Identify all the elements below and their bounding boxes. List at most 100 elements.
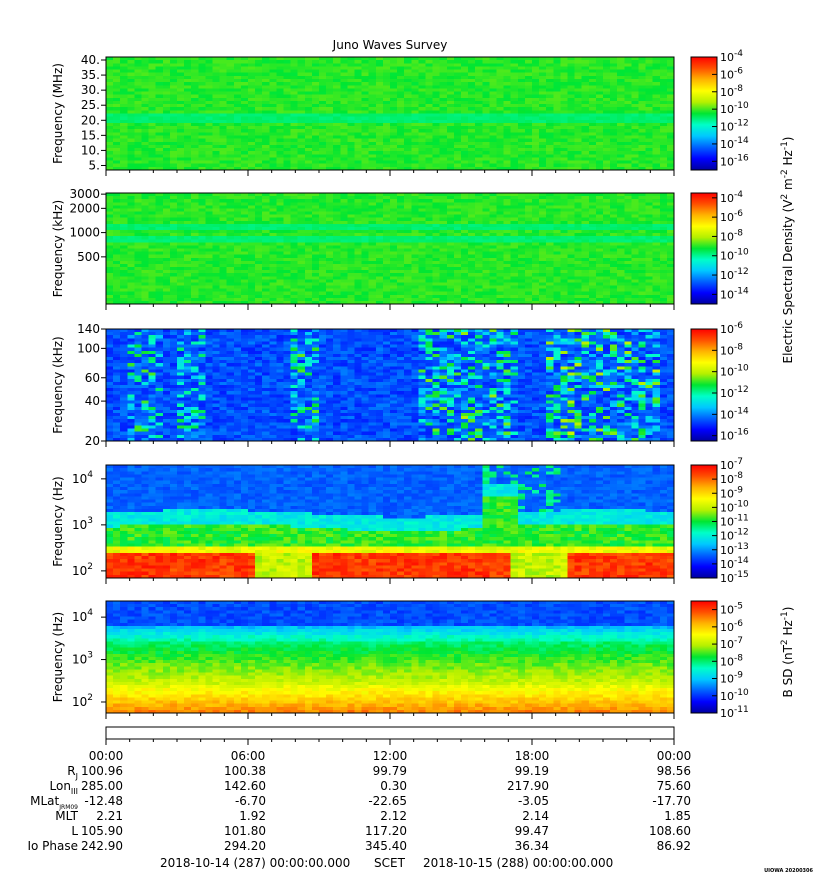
heatmap-cell [553,144,561,149]
heatmap-cell [311,148,320,152]
heatmap-cell [517,160,526,165]
heatmap-cell [340,163,348,168]
heatmap-cell [546,163,554,168]
heatmap-cell [226,113,235,118]
heatmap-cell [276,129,285,133]
heatmap-cell [120,132,128,137]
heatmap-cell [326,88,334,93]
heatmap-cell [141,132,150,137]
heatmap-cell [134,63,143,68]
heatmap-cell [468,151,476,155]
heatmap-cell [120,151,128,155]
heatmap-cell [219,69,228,74]
heatmap-cell [333,126,341,130]
heatmap-cell [113,78,121,83]
heatmap-cell [127,113,135,118]
heatmap-cell [226,78,235,83]
heatmap-cell [517,94,526,99]
heatmap-cell [603,78,611,83]
heatmap-cell [503,110,512,115]
heatmap-cell [155,104,164,108]
heatmap-cell [212,57,221,61]
heatmap-cell [397,116,405,121]
heatmap-cell [503,88,512,93]
heatmap-cell [219,63,228,68]
heatmap-cell [532,113,540,118]
heatmap-cell [595,116,604,121]
heatmap-cell [524,75,533,80]
heatmap-cell [290,144,299,149]
heatmap-cell [106,82,114,86]
heatmap-cell [106,69,114,74]
heatmap-cell [347,72,356,77]
heatmap-cell [184,57,192,61]
heatmap-cell [319,119,327,124]
heatmap-cell [155,132,164,137]
heatmap-cell [446,157,455,162]
heatmap-cell [468,100,476,105]
heatmap-cell [375,85,384,89]
heatmap-cell [411,113,419,118]
heatmap-cell [233,135,242,140]
heatmap-cell [510,66,519,71]
heatmap-cell [432,166,441,171]
heatmap-cell [169,163,178,168]
heatmap-cell [106,94,114,99]
heatmap-cell [617,126,625,130]
heatmap-cell [652,75,661,80]
heatmap-cell [638,141,647,146]
heatmap-cell [390,138,398,143]
heatmap-cell [283,78,292,83]
heatmap-cell [588,135,597,140]
heatmap-cell [326,122,334,127]
heatmap-cell [248,129,256,133]
heatmap-cell [603,148,611,152]
heatmap-cell [475,119,483,124]
heatmap-cell [588,129,597,133]
heatmap-cell [162,57,171,61]
heatmap-cell [524,148,533,152]
heatmap-cell [113,126,121,130]
heatmap-cell [141,129,150,133]
heatmap-cell [603,157,611,162]
heatmap-cell [418,138,427,143]
heatmap-cell [155,157,164,162]
heatmap-cell [666,60,675,64]
heatmap-cell [184,107,192,111]
heatmap-cell [134,110,143,115]
heatmap-cell [255,69,263,74]
heatmap-cell [390,66,398,71]
heatmap-cell [198,193,206,197]
heatmap-cell [148,75,157,80]
heatmap-cell [567,107,576,111]
heatmap-cell [219,113,228,118]
heatmap-cell [496,144,505,149]
heatmap-cell [106,122,114,127]
heatmap-cell [503,94,512,99]
heatmap-cell [610,75,618,80]
heatmap-cell [645,116,654,121]
heatmap-cell [184,104,192,108]
heatmap-cell [517,63,526,68]
heatmap-cell [666,129,675,133]
heatmap-cell [468,57,476,61]
heatmap-cell [411,138,419,143]
heatmap-cell [205,91,214,96]
heatmap-cell [489,57,498,61]
heatmap-cell [113,57,121,61]
heatmap-cell [333,157,341,162]
heatmap-cell [659,88,668,93]
heatmap-cell [461,113,469,118]
heatmap-cell [340,60,348,64]
heatmap-cell [539,116,547,121]
heatmap-cell [524,69,533,74]
heatmap-cell [659,69,668,74]
heatmap-cell [638,154,647,159]
heatmap-cell [148,88,157,93]
heatmap-cell [390,132,398,137]
heatmap-cell [489,119,498,124]
heatmap-cell [468,85,476,89]
heatmap-cell [205,148,214,152]
heatmap-cell [390,193,398,197]
heatmap-cell [198,141,206,146]
